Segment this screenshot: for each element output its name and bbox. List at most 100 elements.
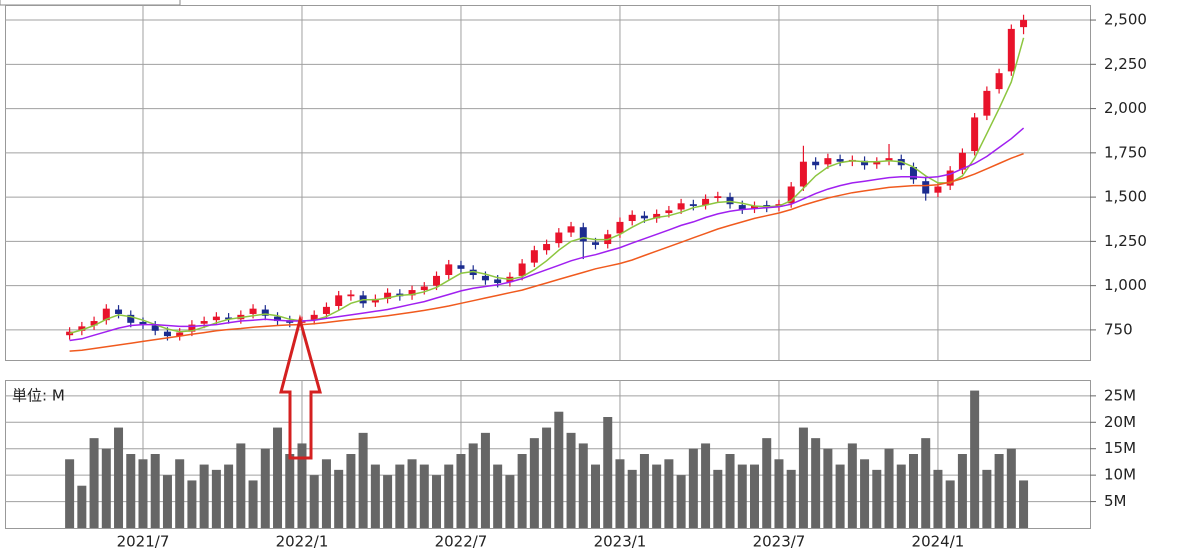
volume-bar bbox=[529, 438, 539, 528]
y-tick-label: 2,000 bbox=[1104, 99, 1147, 117]
volume-bar bbox=[921, 438, 931, 528]
volume-bar bbox=[407, 459, 417, 528]
moving-average bbox=[69, 37, 1025, 335]
candle-body bbox=[1020, 20, 1028, 28]
y-tick-label: 1,000 bbox=[1104, 276, 1147, 294]
candle-body bbox=[115, 309, 123, 314]
volume-bar bbox=[285, 454, 295, 528]
volume-bar bbox=[480, 432, 490, 528]
volume-bar bbox=[346, 454, 356, 528]
y-tick-label: 2,500 bbox=[1104, 11, 1147, 29]
candle-body bbox=[750, 205, 758, 209]
candle-body bbox=[579, 227, 587, 242]
x-tick-label: 2021/7 bbox=[117, 533, 170, 550]
volume-bar bbox=[957, 454, 967, 528]
volume-bar bbox=[150, 454, 160, 528]
candle-body bbox=[543, 244, 551, 251]
volume-bar bbox=[982, 469, 992, 528]
candle-body bbox=[102, 308, 110, 321]
y-tick-label: 10M bbox=[1104, 466, 1136, 484]
volume-bar bbox=[603, 417, 613, 528]
x-tick-label: 2022/1 bbox=[276, 533, 329, 550]
x-tick-label: 2022/7 bbox=[435, 533, 488, 550]
candle-body bbox=[90, 321, 98, 326]
candle-body bbox=[787, 186, 795, 204]
candle-body bbox=[274, 316, 282, 322]
volume-bar bbox=[566, 432, 576, 528]
candle-body bbox=[188, 324, 196, 332]
y-tick-label: 15M bbox=[1104, 439, 1136, 457]
candle-body bbox=[995, 73, 1003, 90]
volume-bar bbox=[664, 459, 674, 528]
candle-body bbox=[958, 152, 966, 170]
y-tick-label: 750 bbox=[1104, 320, 1133, 338]
volume-bar bbox=[211, 469, 221, 528]
candle-body bbox=[702, 198, 710, 206]
volume-bar bbox=[321, 459, 331, 528]
volume-bar bbox=[542, 427, 552, 528]
y-tick-label: 1,250 bbox=[1104, 232, 1147, 250]
volume-bar bbox=[701, 443, 711, 528]
candle-body bbox=[408, 290, 416, 296]
candle-body bbox=[322, 306, 330, 314]
x-tick-label: 2023/7 bbox=[753, 533, 806, 550]
volume-bar bbox=[297, 443, 307, 528]
candle-body bbox=[163, 331, 171, 337]
volume-bar bbox=[945, 480, 955, 528]
volume-bar bbox=[652, 464, 662, 528]
candle-body bbox=[347, 294, 355, 297]
candle-body bbox=[139, 321, 147, 325]
arrow bbox=[279, 314, 322, 460]
volume-bar bbox=[639, 454, 649, 528]
candle-body bbox=[420, 286, 428, 291]
candle-body bbox=[433, 275, 441, 286]
candle-body bbox=[677, 203, 685, 210]
volume-bar bbox=[908, 454, 918, 528]
volume-bar bbox=[627, 469, 637, 528]
moving-average bbox=[69, 127, 1025, 342]
candle-body bbox=[873, 161, 881, 165]
candle-body bbox=[176, 332, 184, 337]
candle-body bbox=[457, 265, 465, 269]
volume-bar bbox=[419, 464, 429, 528]
volume-bar bbox=[248, 480, 258, 528]
candle-body bbox=[530, 250, 538, 263]
volume-bar bbox=[273, 427, 283, 528]
candle-body bbox=[971, 117, 979, 152]
candle-body bbox=[726, 197, 734, 205]
volume-bar bbox=[725, 454, 735, 528]
candle-body bbox=[335, 295, 343, 306]
candle-body bbox=[909, 167, 917, 180]
tab bbox=[0, 0, 181, 6]
candle-body bbox=[518, 263, 526, 276]
volume-bar bbox=[187, 480, 197, 528]
candle-body bbox=[212, 316, 220, 321]
volume-bar bbox=[737, 464, 747, 528]
candle-body bbox=[225, 317, 233, 320]
volume-bar bbox=[517, 454, 527, 528]
volume-bar bbox=[114, 427, 124, 528]
volume-bar bbox=[101, 448, 111, 528]
candle-body bbox=[616, 221, 624, 234]
candle-body bbox=[310, 314, 318, 321]
candle-body bbox=[836, 159, 844, 162]
volume-bar bbox=[444, 464, 454, 528]
volume-bar bbox=[236, 443, 246, 528]
candle-body bbox=[371, 298, 379, 303]
candle-body bbox=[983, 90, 991, 116]
volume-bar bbox=[370, 464, 380, 528]
candle-body bbox=[665, 210, 673, 214]
candle-body bbox=[922, 181, 930, 194]
y-tick-label: 1,750 bbox=[1104, 143, 1147, 161]
x-tick-label: 2024/1 bbox=[912, 533, 965, 550]
y-tick-label: 25M bbox=[1104, 386, 1136, 404]
candle-body bbox=[481, 275, 489, 281]
candle-body bbox=[653, 213, 661, 219]
candle-body bbox=[689, 204, 697, 206]
candle-body bbox=[885, 158, 893, 161]
volume-bar bbox=[358, 432, 368, 528]
candle-body bbox=[200, 321, 208, 324]
volume-bar bbox=[432, 475, 442, 528]
